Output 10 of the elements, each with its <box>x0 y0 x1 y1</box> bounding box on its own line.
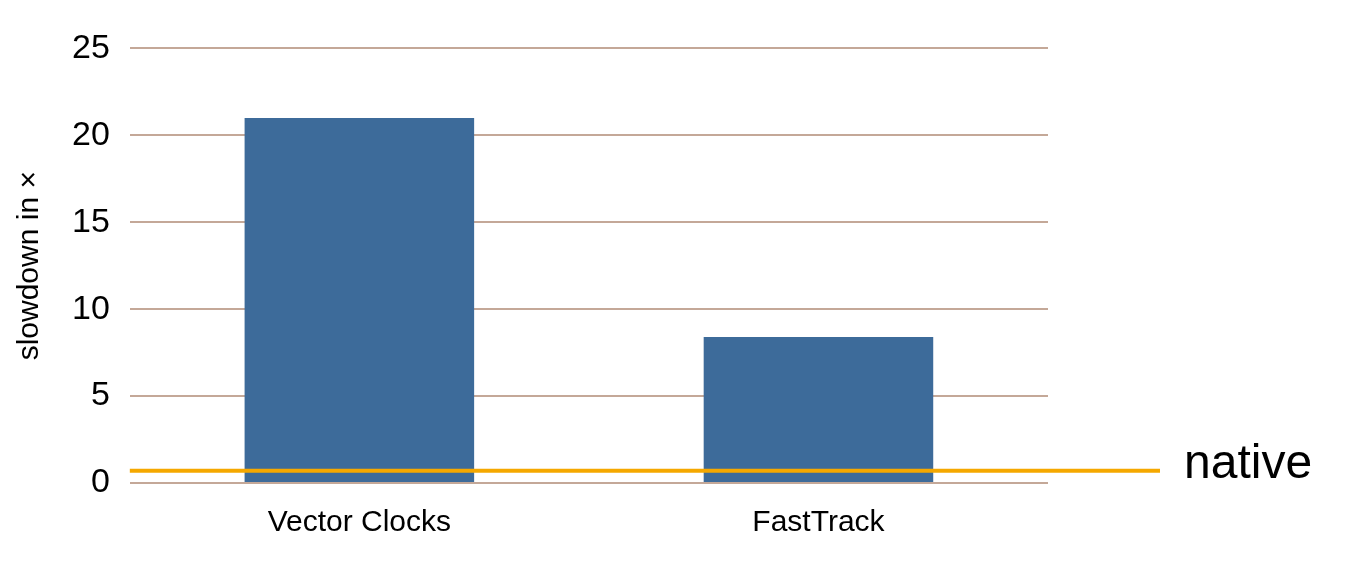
y-tick-label: 25 <box>71 26 110 65</box>
y-axis-title: slowdown in × <box>11 171 45 361</box>
y-tick-label: 10 <box>71 287 110 326</box>
x-tick-label: FastTrack <box>752 504 886 538</box>
x-tick-label: Vector Clocks <box>267 504 452 538</box>
y-tick-label: 5 <box>90 374 110 413</box>
y-tick-label: 20 <box>71 113 110 152</box>
y-tick-label: 0 <box>90 461 110 500</box>
y-tick-label: 15 <box>71 200 110 239</box>
ref-line-label: native <box>1184 435 1313 489</box>
